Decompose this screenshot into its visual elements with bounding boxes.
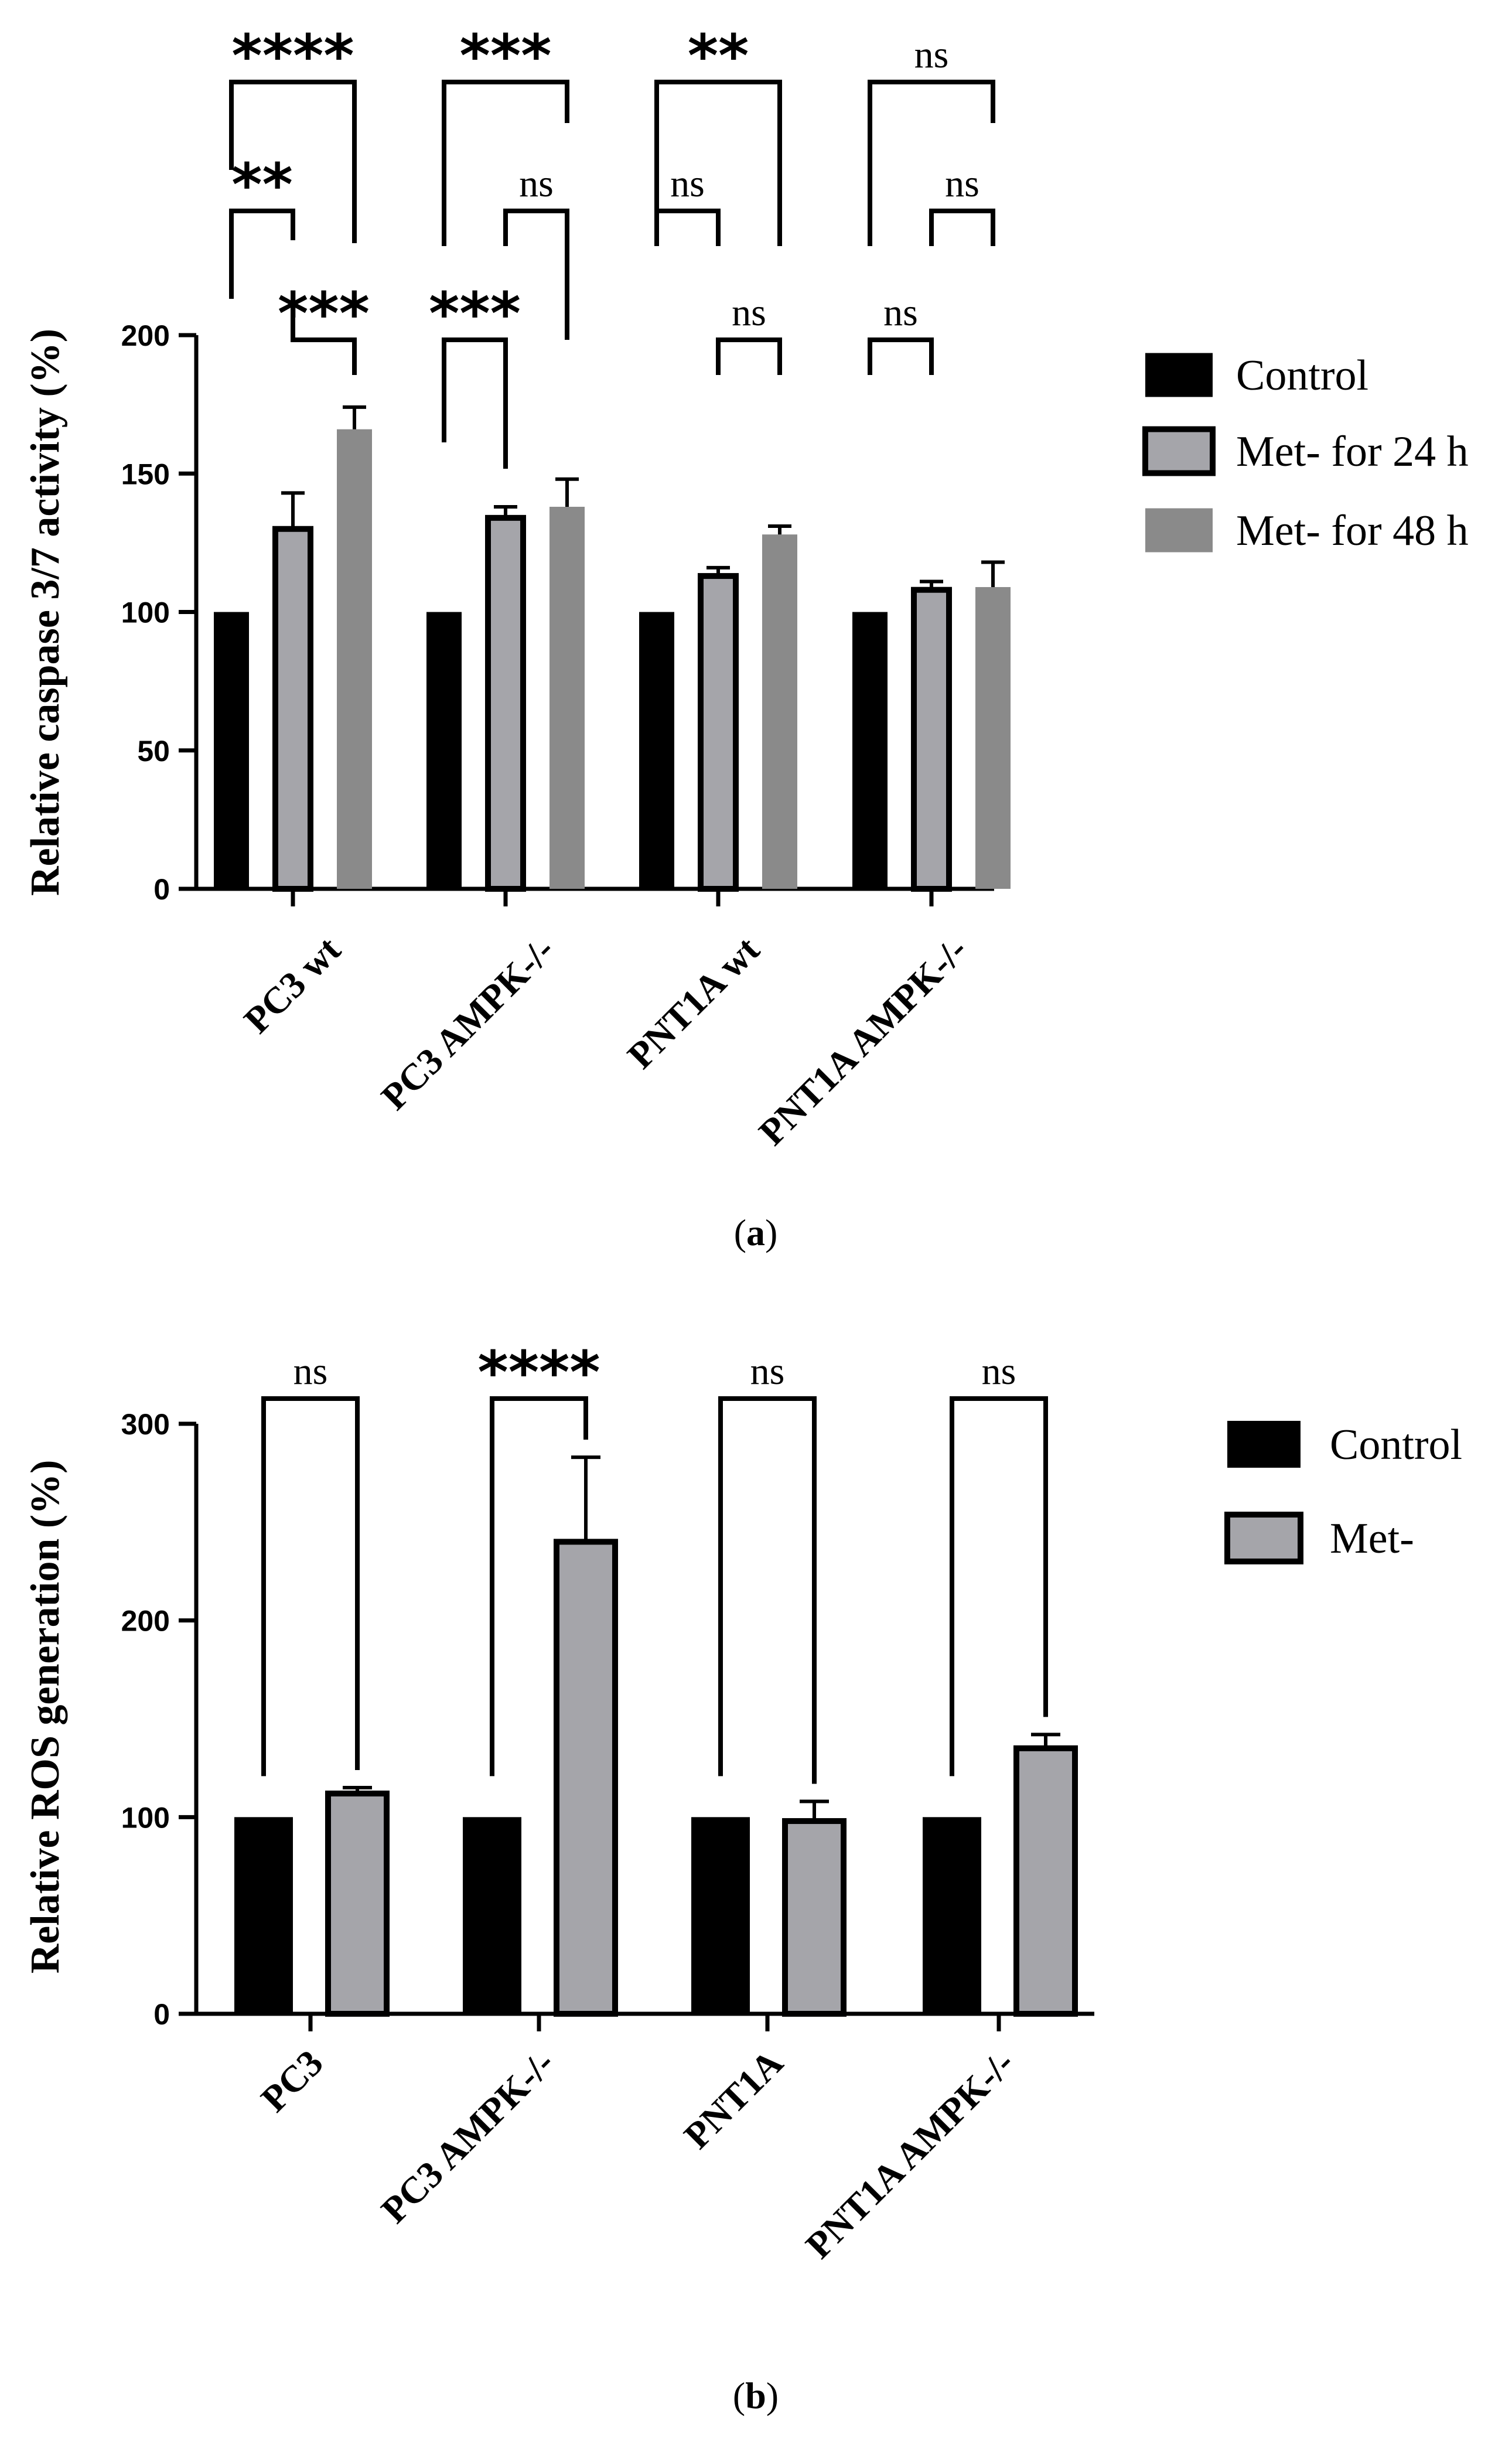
- significance-label: ***: [460, 22, 552, 90]
- bar-control-pnt1a-ampk-: [923, 1817, 981, 2014]
- bar-met--pc3: [325, 1791, 390, 2017]
- y-tick-label: 200: [121, 1605, 170, 1638]
- significance-label: ns: [293, 1350, 328, 1393]
- y-tick-label: 0: [153, 873, 170, 906]
- significance-label: ***: [278, 279, 370, 348]
- bar-control-pnt1a: [691, 1817, 750, 2014]
- significance-label: **: [688, 22, 749, 90]
- significance-bracket: [442, 80, 569, 246]
- caption-paren: ): [766, 2375, 779, 2416]
- legend-swatch: [1145, 508, 1213, 553]
- category-label: PC3 AMPK-/-: [373, 2042, 562, 2231]
- y-tick-label: 100: [121, 596, 170, 629]
- bar-met-for-24-h-pc3-ampk-: [485, 514, 526, 892]
- caption-letter: a: [746, 1212, 765, 1253]
- legend-swatch: [1142, 426, 1216, 476]
- significance-bracket: [950, 1396, 1048, 1776]
- bar-met--pc3-ampk-: [554, 1539, 618, 2017]
- bar-met-for-24-h-pnt1a-wt: [698, 573, 739, 892]
- y-tick-label: 300: [121, 1408, 170, 1441]
- significance-bracket: [868, 80, 995, 246]
- significance-bracket: [929, 209, 995, 246]
- panel-a-chart: 0 50 100 150 200 Relative caspase 3/7 activit…: [23, 22, 1469, 1253]
- significance-label: ns: [914, 33, 949, 76]
- bar-met-for-24-h-pnt1a-ampk-: [911, 587, 952, 892]
- legend-label: Met- for 24 h: [1236, 428, 1469, 476]
- significance-bracket: [261, 1396, 360, 1776]
- y-axis-label: Relative caspase 3/7 activity (%): [23, 329, 68, 896]
- bar-control-pc3-wt: [214, 612, 249, 889]
- significance-label: ns: [750, 1350, 785, 1393]
- panel-b-chart: 0 100 200 300 Relative ROS generation (%) PC3…: [23, 1338, 1462, 2416]
- significance-label: ***: [429, 279, 521, 348]
- significance-label: ns: [982, 1350, 1016, 1393]
- bar-met--pnt1a: [782, 1818, 847, 2017]
- significance-bracket: [654, 209, 721, 246]
- significance-label: ****: [231, 22, 354, 90]
- category-label: PC3 wt: [236, 928, 349, 1041]
- bar-control-pc3-ampk-: [463, 1817, 521, 2014]
- significance-bracket: [442, 337, 508, 469]
- significance-bracket: [490, 1396, 588, 1776]
- significance-bracket: [503, 209, 569, 340]
- significance-bracket: [718, 1396, 817, 1784]
- category-label: PC3: [253, 2042, 331, 2120]
- bar-met-for-48-h-pnt1a-wt: [762, 534, 797, 889]
- significance-label: ns: [670, 162, 705, 205]
- legend-swatch: [1227, 1421, 1301, 1468]
- legend-label: Met- for 48 h: [1236, 507, 1469, 555]
- significance-label: ns: [519, 162, 554, 205]
- bar-control-pc3-ampk-: [426, 612, 462, 889]
- significance-bracket: [291, 305, 357, 375]
- significance-label: ns: [732, 291, 766, 334]
- significance-label: ns: [945, 162, 979, 205]
- significance-label: **: [231, 151, 293, 219]
- significance-label: ns: [883, 291, 918, 334]
- bar-met--pnt1a-ampk-: [1013, 1745, 1078, 2017]
- significance-label: ****: [477, 1338, 600, 1407]
- category-label: PC3 AMPK-/-: [373, 929, 562, 1118]
- significance-bracket: [654, 80, 782, 246]
- bar-met-for-48-h-pnt1a-ampk-: [975, 587, 1011, 889]
- significance-bracket: [229, 209, 295, 299]
- legend-swatch: [1224, 1512, 1303, 1564]
- legend-label: Met-: [1330, 1515, 1414, 1563]
- significance-bracket: [868, 337, 934, 375]
- caption-paren: (: [733, 2375, 745, 2416]
- legend-swatch: [1145, 353, 1213, 397]
- significance-bracket: [716, 337, 782, 375]
- y-tick-label: 0: [153, 1998, 170, 2031]
- bar-met-for-24-h-pc3-wt: [272, 526, 313, 892]
- category-label: PNT1A AMPK-/-: [798, 2042, 1022, 2266]
- caption-paren: ): [765, 1212, 777, 1253]
- bar-met-for-48-h-pc3-ampk-: [549, 506, 585, 889]
- panel-caption: (b): [733, 2375, 779, 2416]
- category-label: PNT1A wt: [619, 928, 767, 1076]
- y-tick-label: 150: [121, 458, 170, 490]
- bar-control-pnt1a-wt: [639, 612, 674, 889]
- y-tick-label: 200: [121, 319, 170, 352]
- caption-letter: b: [745, 2375, 766, 2416]
- panel-caption: (a): [734, 1212, 778, 1253]
- y-axis-label: Relative ROS generation (%): [23, 1460, 68, 1974]
- category-label: PNT1A AMPK-/-: [751, 929, 975, 1153]
- legend-label: Control: [1330, 1421, 1462, 1469]
- y-tick-label: 100: [121, 1801, 170, 1834]
- legend-label: Control: [1236, 352, 1368, 400]
- caption-paren: (: [734, 1212, 746, 1253]
- bar-control-pnt1a-ampk-: [852, 612, 888, 889]
- category-label: PNT1A: [676, 2042, 791, 2157]
- bar-control-pc3: [234, 1817, 293, 2014]
- significance-bracket: [229, 80, 357, 243]
- bar-met-for-48-h-pc3-wt: [337, 429, 372, 889]
- y-tick-label: 50: [137, 735, 170, 768]
